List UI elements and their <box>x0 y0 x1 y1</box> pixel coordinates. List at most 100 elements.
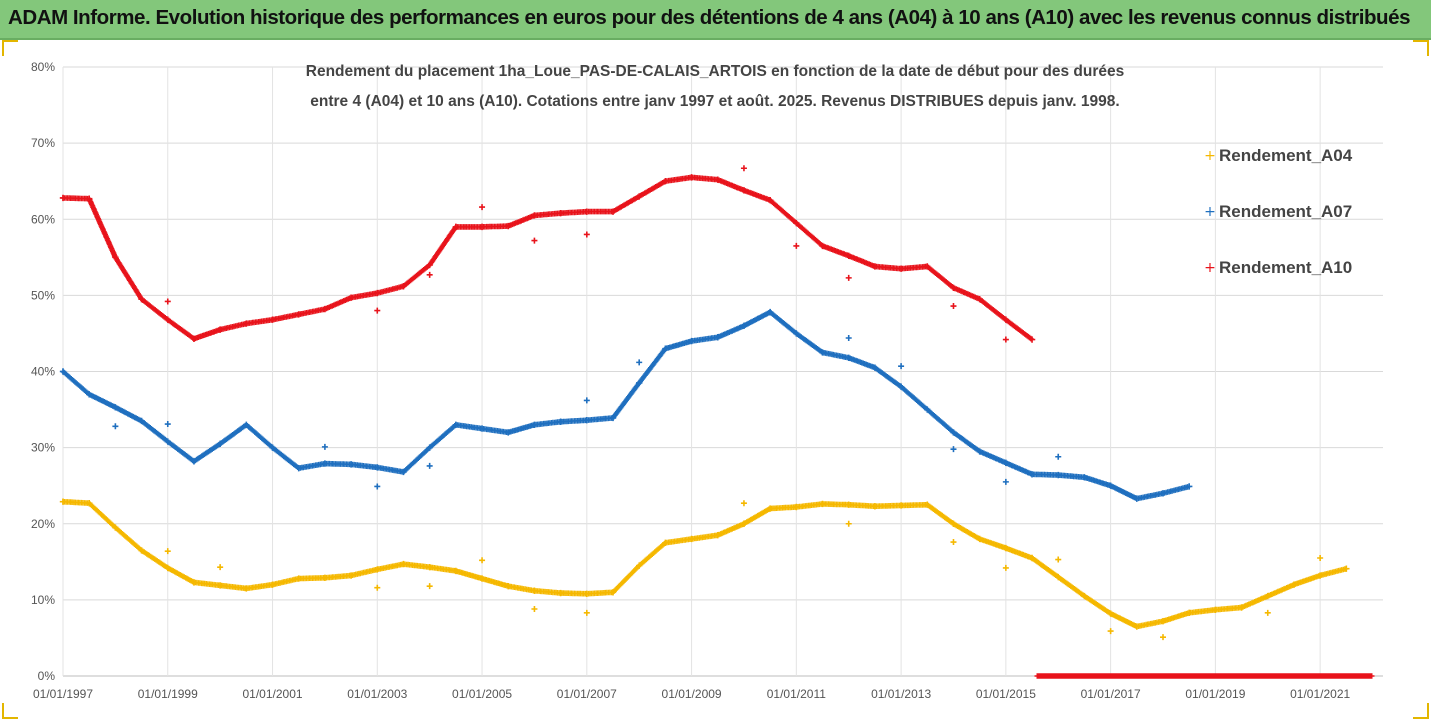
outlier-point-a10 <box>479 204 486 211</box>
data-point-a04 <box>976 535 983 543</box>
outlier-point-a07 <box>374 483 381 490</box>
data-point-a07 <box>766 308 774 316</box>
x-tick-label: 01/01/2017 <box>1081 687 1141 701</box>
outlier-point-a04 <box>374 584 381 591</box>
outlier-point-a04 <box>583 609 590 616</box>
data-point-a07 <box>871 364 879 371</box>
data-point-a10 <box>321 305 329 313</box>
data-point-a07 <box>1185 483 1193 490</box>
data-point-a04 <box>505 582 512 590</box>
data-point-a04 <box>216 582 224 589</box>
data-point-a07 <box>374 464 381 471</box>
legend-marker-a04: + <box>1204 148 1216 164</box>
data-point-a04 <box>1343 565 1350 572</box>
x-tick-label: 01/01/2013 <box>871 687 931 701</box>
report-title: ADAM Informe. Evolution historique des p… <box>8 6 1411 29</box>
outlier-point-a04 <box>1317 555 1324 562</box>
data-point-a07 <box>635 379 643 387</box>
data-point-a10 <box>400 283 407 290</box>
data-point-a04 <box>1107 610 1114 617</box>
data-point-a10 <box>845 252 852 259</box>
data-point-a04 <box>85 499 93 507</box>
data-point-a07 <box>1159 490 1167 497</box>
data-point-a04 <box>374 566 381 573</box>
data-point-a04 <box>1055 573 1062 581</box>
outlier-point-a10 <box>164 298 171 305</box>
outlier-point-a10 <box>583 231 590 238</box>
data-point-a10 <box>897 265 905 272</box>
data-point-a10 <box>112 254 119 261</box>
data-point-a07 <box>243 421 250 428</box>
legend-marker-a10: + <box>1204 260 1216 276</box>
data-point-a10 <box>609 208 617 215</box>
data-point-a07 <box>269 444 276 451</box>
legend-label-a04: Rendement_A04 <box>1219 146 1353 165</box>
outlier-point-a10 <box>793 242 800 249</box>
y-tick-label: 20% <box>31 517 55 531</box>
data-point-a04 <box>1081 592 1088 600</box>
x-tick-label: 01/01/2005 <box>452 687 512 701</box>
data-point-a04 <box>793 503 800 511</box>
outlier-point-a07 <box>1055 453 1062 460</box>
outlier-point-a07 <box>164 421 171 428</box>
outlier-point-a04 <box>217 564 224 571</box>
data-point-a10 <box>269 316 276 323</box>
data-point-a10 <box>950 284 957 291</box>
data-point-a10 <box>478 223 486 231</box>
data-point-a04 <box>871 503 879 510</box>
data-point-a04 <box>819 500 826 508</box>
data-point-a07 <box>819 349 826 356</box>
x-tick-label: 01/01/1999 <box>138 687 198 701</box>
data-point-a07 <box>164 438 171 445</box>
x-tick-label: 01/01/2011 <box>767 687 826 701</box>
data-point-a07 <box>59 368 67 375</box>
data-point-a04 <box>400 560 407 568</box>
data-point-a07 <box>897 383 905 390</box>
series-a07 <box>59 308 1193 502</box>
series-a10 <box>59 165 1375 679</box>
data-point-a04 <box>190 579 198 586</box>
data-point-a10 <box>740 187 748 194</box>
data-point-a07 <box>1028 471 1036 478</box>
outlier-point-a07 <box>950 446 957 453</box>
data-point-a07 <box>347 461 355 468</box>
data-point-a04 <box>897 502 905 509</box>
data-point-a04 <box>426 563 433 571</box>
data-point-a04 <box>164 564 171 572</box>
data-point-a07 <box>662 345 669 352</box>
data-point-a07 <box>1002 459 1010 467</box>
data-point-a10 <box>452 223 460 231</box>
data-point-a04 <box>1159 617 1167 625</box>
data-point-a10 <box>1002 316 1010 323</box>
data-point-a04 <box>1185 609 1193 617</box>
x-tick-label: 01/01/1997 <box>33 687 93 701</box>
outlier-point-a07 <box>1002 478 1009 485</box>
outlier-point-a04 <box>164 548 171 555</box>
data-point-a10 <box>976 295 983 303</box>
data-point-a10 <box>1028 336 1036 343</box>
data-point-a04 <box>583 590 591 597</box>
data-point-a04 <box>531 587 538 594</box>
outlier-point-a10 <box>426 271 433 278</box>
data-point-a04 <box>845 501 852 508</box>
data-point-a04 <box>714 531 721 539</box>
outlier-point-a04 <box>1055 556 1062 563</box>
y-tick-label: 70% <box>31 136 55 150</box>
chart-subtitle: Rendement du placement 1ha_Loue_PAS-DE-C… <box>306 63 1124 110</box>
series-trace-a04 <box>60 498 1348 630</box>
data-point-a04 <box>452 567 460 575</box>
data-point-a07 <box>85 391 93 398</box>
data-point-a07 <box>583 417 591 424</box>
data-point-a10 <box>557 209 564 217</box>
data-point-a07 <box>714 334 721 341</box>
outlier-point-a04 <box>1160 634 1166 641</box>
data-point-a04 <box>1028 554 1036 562</box>
data-point-a04 <box>269 581 276 588</box>
data-point-a10 <box>295 311 302 318</box>
data-point-a07 <box>976 448 983 455</box>
data-point-a07 <box>1081 474 1088 481</box>
data-point-a07 <box>845 354 852 361</box>
data-point-a10 <box>793 219 800 227</box>
data-point-a10 <box>347 294 355 301</box>
